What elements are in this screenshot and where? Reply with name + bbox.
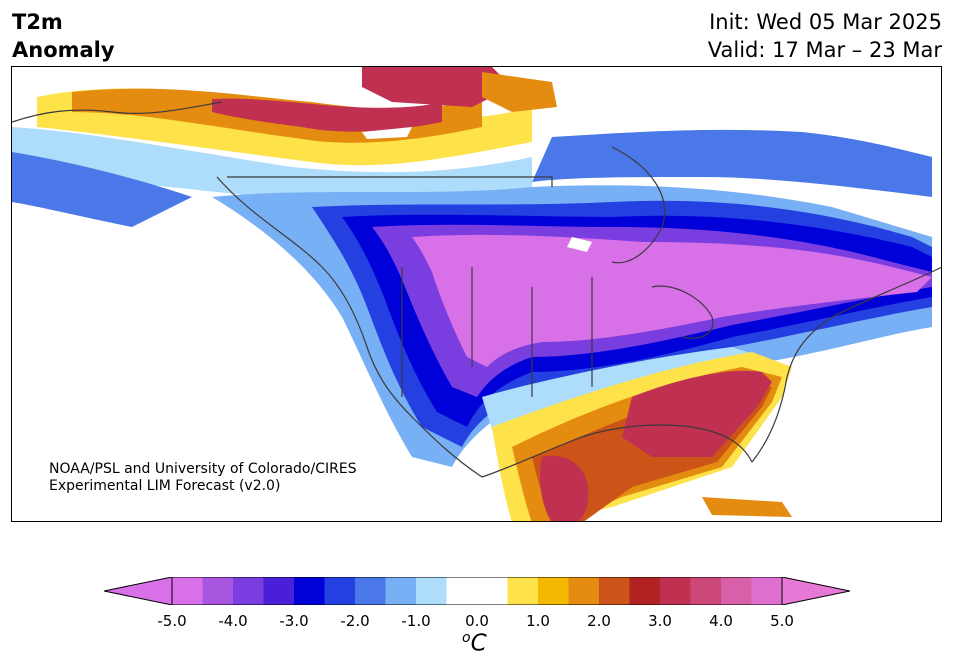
colorbar-segment — [690, 577, 722, 605]
colorbar-segments — [172, 577, 783, 605]
colorbar-segment — [751, 577, 783, 605]
colorbar-segment — [355, 577, 386, 605]
colorbar-tick-label: 5.0 — [770, 612, 794, 630]
warm-anomaly-southeast-core — [622, 370, 772, 457]
colorbar-outline — [171, 577, 783, 605]
colorbar-segment — [477, 577, 508, 605]
unit-degree-sup: o — [462, 630, 471, 646]
colorbar-segment — [629, 577, 661, 605]
warm-anomaly-greenland-edge — [482, 72, 557, 112]
warm-anomaly-texas — [540, 455, 589, 521]
ice-patch-1 — [362, 127, 412, 139]
init-date: Init: Wed 05 Mar 2025 — [709, 10, 942, 34]
coast-atlantic — [751, 266, 941, 463]
map-title: T2m Anomaly — [12, 8, 115, 64]
colorbar-unit-label: oC — [462, 630, 487, 657]
colorbar-tick-label: -3.0 — [279, 612, 309, 630]
colorbar-over-arrow — [781, 577, 850, 605]
border-us-canada — [227, 176, 553, 187]
colorbar-segment — [233, 577, 264, 605]
cool-anomaly-hudson — [532, 129, 932, 197]
unit-celsius: C — [470, 630, 487, 657]
colorbar-segment — [568, 577, 600, 605]
title-line-1: T2m — [12, 10, 63, 34]
colorbar-tick-label: 1.0 — [526, 612, 550, 630]
warm-anomaly-arctic-peak — [212, 98, 442, 132]
colorbar-segment — [721, 577, 752, 605]
warm-anomaly-cuba — [702, 497, 792, 517]
border-states-1 — [401, 267, 593, 397]
ice-patch-2 — [567, 237, 592, 252]
colorbar-segment — [599, 577, 630, 605]
colorbar — [104, 577, 850, 605]
colorbar-segment — [446, 577, 478, 605]
colorbar-segment — [324, 577, 356, 605]
colorbar-tick-label: 3.0 — [648, 612, 672, 630]
coast-hudson-bay — [611, 146, 666, 264]
colorbar-tick-label: 0.0 — [465, 612, 489, 630]
colorbar-segment — [660, 577, 691, 605]
colorbar-under-arrow — [104, 577, 173, 605]
forecast-dates: Init: Wed 05 Mar 2025 Valid: 17 Mar – 23… — [708, 8, 942, 64]
cold-anomaly-core — [412, 234, 932, 367]
anomaly-map-svg — [12, 67, 941, 521]
colorbar-segment — [538, 577, 569, 605]
title-line-2: Anomaly — [12, 38, 115, 62]
cool-anomaly-alaska-core — [12, 152, 192, 227]
colorbar-segment — [294, 577, 325, 605]
colorbar-tick-label: -1.0 — [401, 612, 431, 630]
colorbar-tick-label: -5.0 — [157, 612, 187, 630]
cool-anomaly-alaska — [12, 127, 532, 204]
colorbar-segment — [202, 577, 234, 605]
coastlines — [12, 101, 941, 478]
colorbar-tick-label: -4.0 — [218, 612, 248, 630]
warm-anomaly-greenland — [362, 67, 512, 107]
attribution-line-2: Experimental LIM Forecast (v2.0) — [49, 478, 281, 494]
colorbar-segment — [416, 577, 447, 605]
coast-great-lakes — [651, 285, 714, 339]
colorbar-segment — [172, 577, 203, 605]
coast-gulf — [481, 424, 753, 478]
anomaly-map — [11, 66, 942, 522]
attribution: NOAA/PSL and University of Colorado/CIRE… — [49, 461, 357, 495]
colorbar-tick-label: -2.0 — [340, 612, 370, 630]
colorbar-tick-label: 4.0 — [709, 612, 733, 630]
coast-alaska — [12, 101, 223, 123]
colorbar-segment — [385, 577, 417, 605]
attribution-line-1: NOAA/PSL and University of Colorado/CIRE… — [49, 461, 357, 477]
colorbar-segment — [263, 577, 295, 605]
coast-pacific — [216, 176, 483, 478]
colorbar-tick-label: 2.0 — [587, 612, 611, 630]
valid-date-range: Valid: 17 Mar – 23 Mar — [707, 38, 942, 62]
colorbar-segment — [507, 577, 539, 605]
